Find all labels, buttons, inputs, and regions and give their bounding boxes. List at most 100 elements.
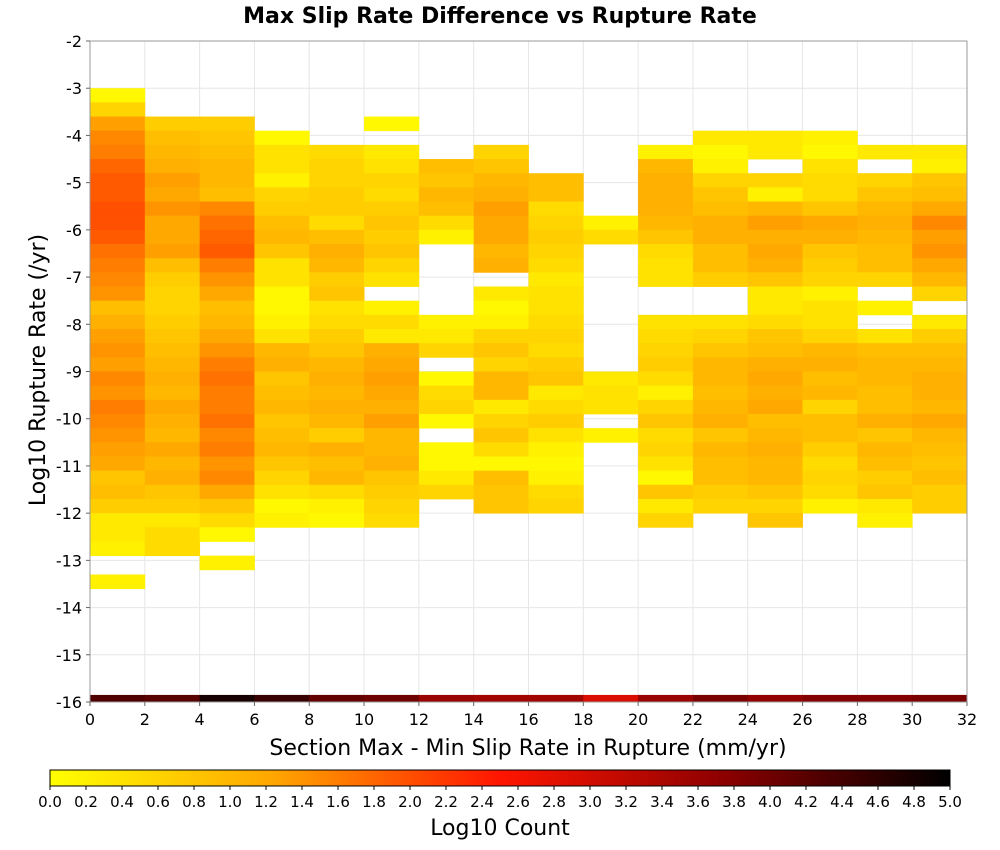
heatmap-cell	[473, 498, 529, 514]
heatmap-cell	[912, 173, 968, 188]
heatmap-cell	[692, 258, 749, 273]
heatmap-cell	[692, 229, 749, 245]
heatmap-cell	[144, 541, 201, 557]
heatmap-cell	[364, 385, 420, 401]
heatmap-cell	[90, 694, 146, 703]
colorbar-tick-label: 1.4	[290, 793, 314, 811]
heatmap-cell	[692, 201, 749, 217]
heatmap-cell	[912, 442, 968, 457]
heatmap-cell	[747, 498, 803, 514]
heatmap-cell	[309, 144, 365, 160]
heatmap-cell	[802, 329, 858, 344]
heatmap-cell	[747, 442, 803, 457]
heatmap-cell	[912, 694, 968, 703]
heatmap-cell	[199, 201, 255, 217]
heatmap-cell	[199, 399, 255, 415]
heatmap-cell	[254, 215, 310, 231]
y-tick-label: -10	[56, 410, 82, 429]
x-tick-label: 8	[304, 710, 314, 729]
heatmap-cell	[912, 159, 968, 174]
heatmap-cell	[418, 442, 475, 457]
heatmap-cell	[473, 399, 529, 415]
heatmap-cell	[254, 357, 310, 372]
heatmap-cell	[254, 187, 310, 202]
heatmap-cell	[747, 371, 803, 387]
heatmap-cell	[418, 201, 475, 217]
colorbar-tick-label: 1.2	[254, 793, 278, 811]
heatmap-cell	[199, 229, 255, 245]
heatmap-cell	[144, 300, 201, 316]
heatmap-cell	[364, 413, 420, 429]
heatmap-cell	[638, 694, 694, 703]
heatmap-cell	[692, 343, 749, 358]
heatmap-cell	[912, 229, 968, 245]
heatmap-cell	[364, 513, 420, 528]
heatmap-cell	[528, 694, 584, 703]
heatmap-cell	[912, 258, 968, 273]
heatmap-cell	[144, 399, 201, 415]
heatmap-cell	[309, 244, 365, 259]
heatmap-cell	[418, 470, 475, 486]
heatmap-cell	[90, 229, 146, 245]
heatmap-cell	[857, 144, 913, 160]
colorbar-tick-label: 2.2	[434, 793, 458, 811]
colorbar-tick-label: 0.6	[146, 793, 170, 811]
heatmap-cell	[418, 187, 475, 202]
heatmap-cell	[254, 343, 310, 358]
heatmap-cell	[364, 484, 420, 500]
heatmap-cell	[583, 428, 639, 443]
heatmap-cell	[473, 484, 529, 500]
heatmap-cell	[912, 470, 968, 486]
heatmap-cell	[254, 399, 310, 415]
heatmap-cell	[473, 229, 529, 245]
heatmap-cell	[802, 413, 858, 429]
heatmap-cell	[802, 442, 858, 457]
heatmap-cell	[528, 215, 584, 231]
heatmap-cell	[364, 300, 420, 316]
heatmap-cell	[857, 385, 913, 401]
heatmap-cell	[692, 173, 749, 188]
x-tick-label: 16	[518, 710, 538, 729]
heatmap-cell	[309, 173, 365, 188]
heatmap-cell	[199, 187, 255, 202]
heatmap-cell	[199, 555, 255, 571]
x-tick-label: 12	[409, 710, 429, 729]
heatmap-cell	[364, 470, 420, 486]
heatmap-cell	[473, 385, 529, 401]
colorbar-tick-label: 2.4	[470, 793, 494, 811]
heatmap-cell	[857, 371, 913, 387]
heatmap-cell	[473, 314, 529, 330]
heatmap-cell	[692, 329, 749, 344]
y-tick-label: -16	[56, 693, 82, 712]
heatmap-cell	[528, 428, 584, 443]
colorbar-tick-label: 2.6	[506, 793, 530, 811]
heatmap-cell	[528, 399, 584, 415]
heatmap-cell	[199, 456, 255, 472]
heatmap-cell	[90, 541, 146, 557]
heatmap-cell	[857, 442, 913, 457]
heatmap-cell	[90, 498, 146, 514]
heatmap-cell	[309, 286, 365, 302]
heatmap-cell	[364, 456, 420, 472]
heatmap-cell	[364, 144, 420, 160]
heatmap-cell	[857, 513, 913, 528]
heatmap-cell	[857, 272, 913, 287]
heatmap-cell	[857, 456, 913, 472]
heatmap-cell	[638, 442, 694, 457]
heatmap-cell	[747, 130, 803, 146]
heatmap-cell	[692, 187, 749, 202]
heatmap-cell	[802, 173, 858, 188]
heatmap-cell	[692, 244, 749, 259]
x-tick-label: 20	[628, 710, 648, 729]
heatmap-cell	[90, 272, 146, 287]
heatmap-cell	[199, 343, 255, 358]
heatmap-cell	[144, 286, 201, 302]
heatmap-cell	[144, 357, 201, 372]
heatmap-cell	[528, 258, 584, 273]
heatmap-cell	[638, 513, 694, 528]
heatmap-cell	[90, 215, 146, 231]
heatmap-cell	[144, 442, 201, 457]
heatmap-cell	[144, 694, 201, 703]
heatmap-cell	[364, 314, 420, 330]
heatmap-cell	[90, 300, 146, 316]
